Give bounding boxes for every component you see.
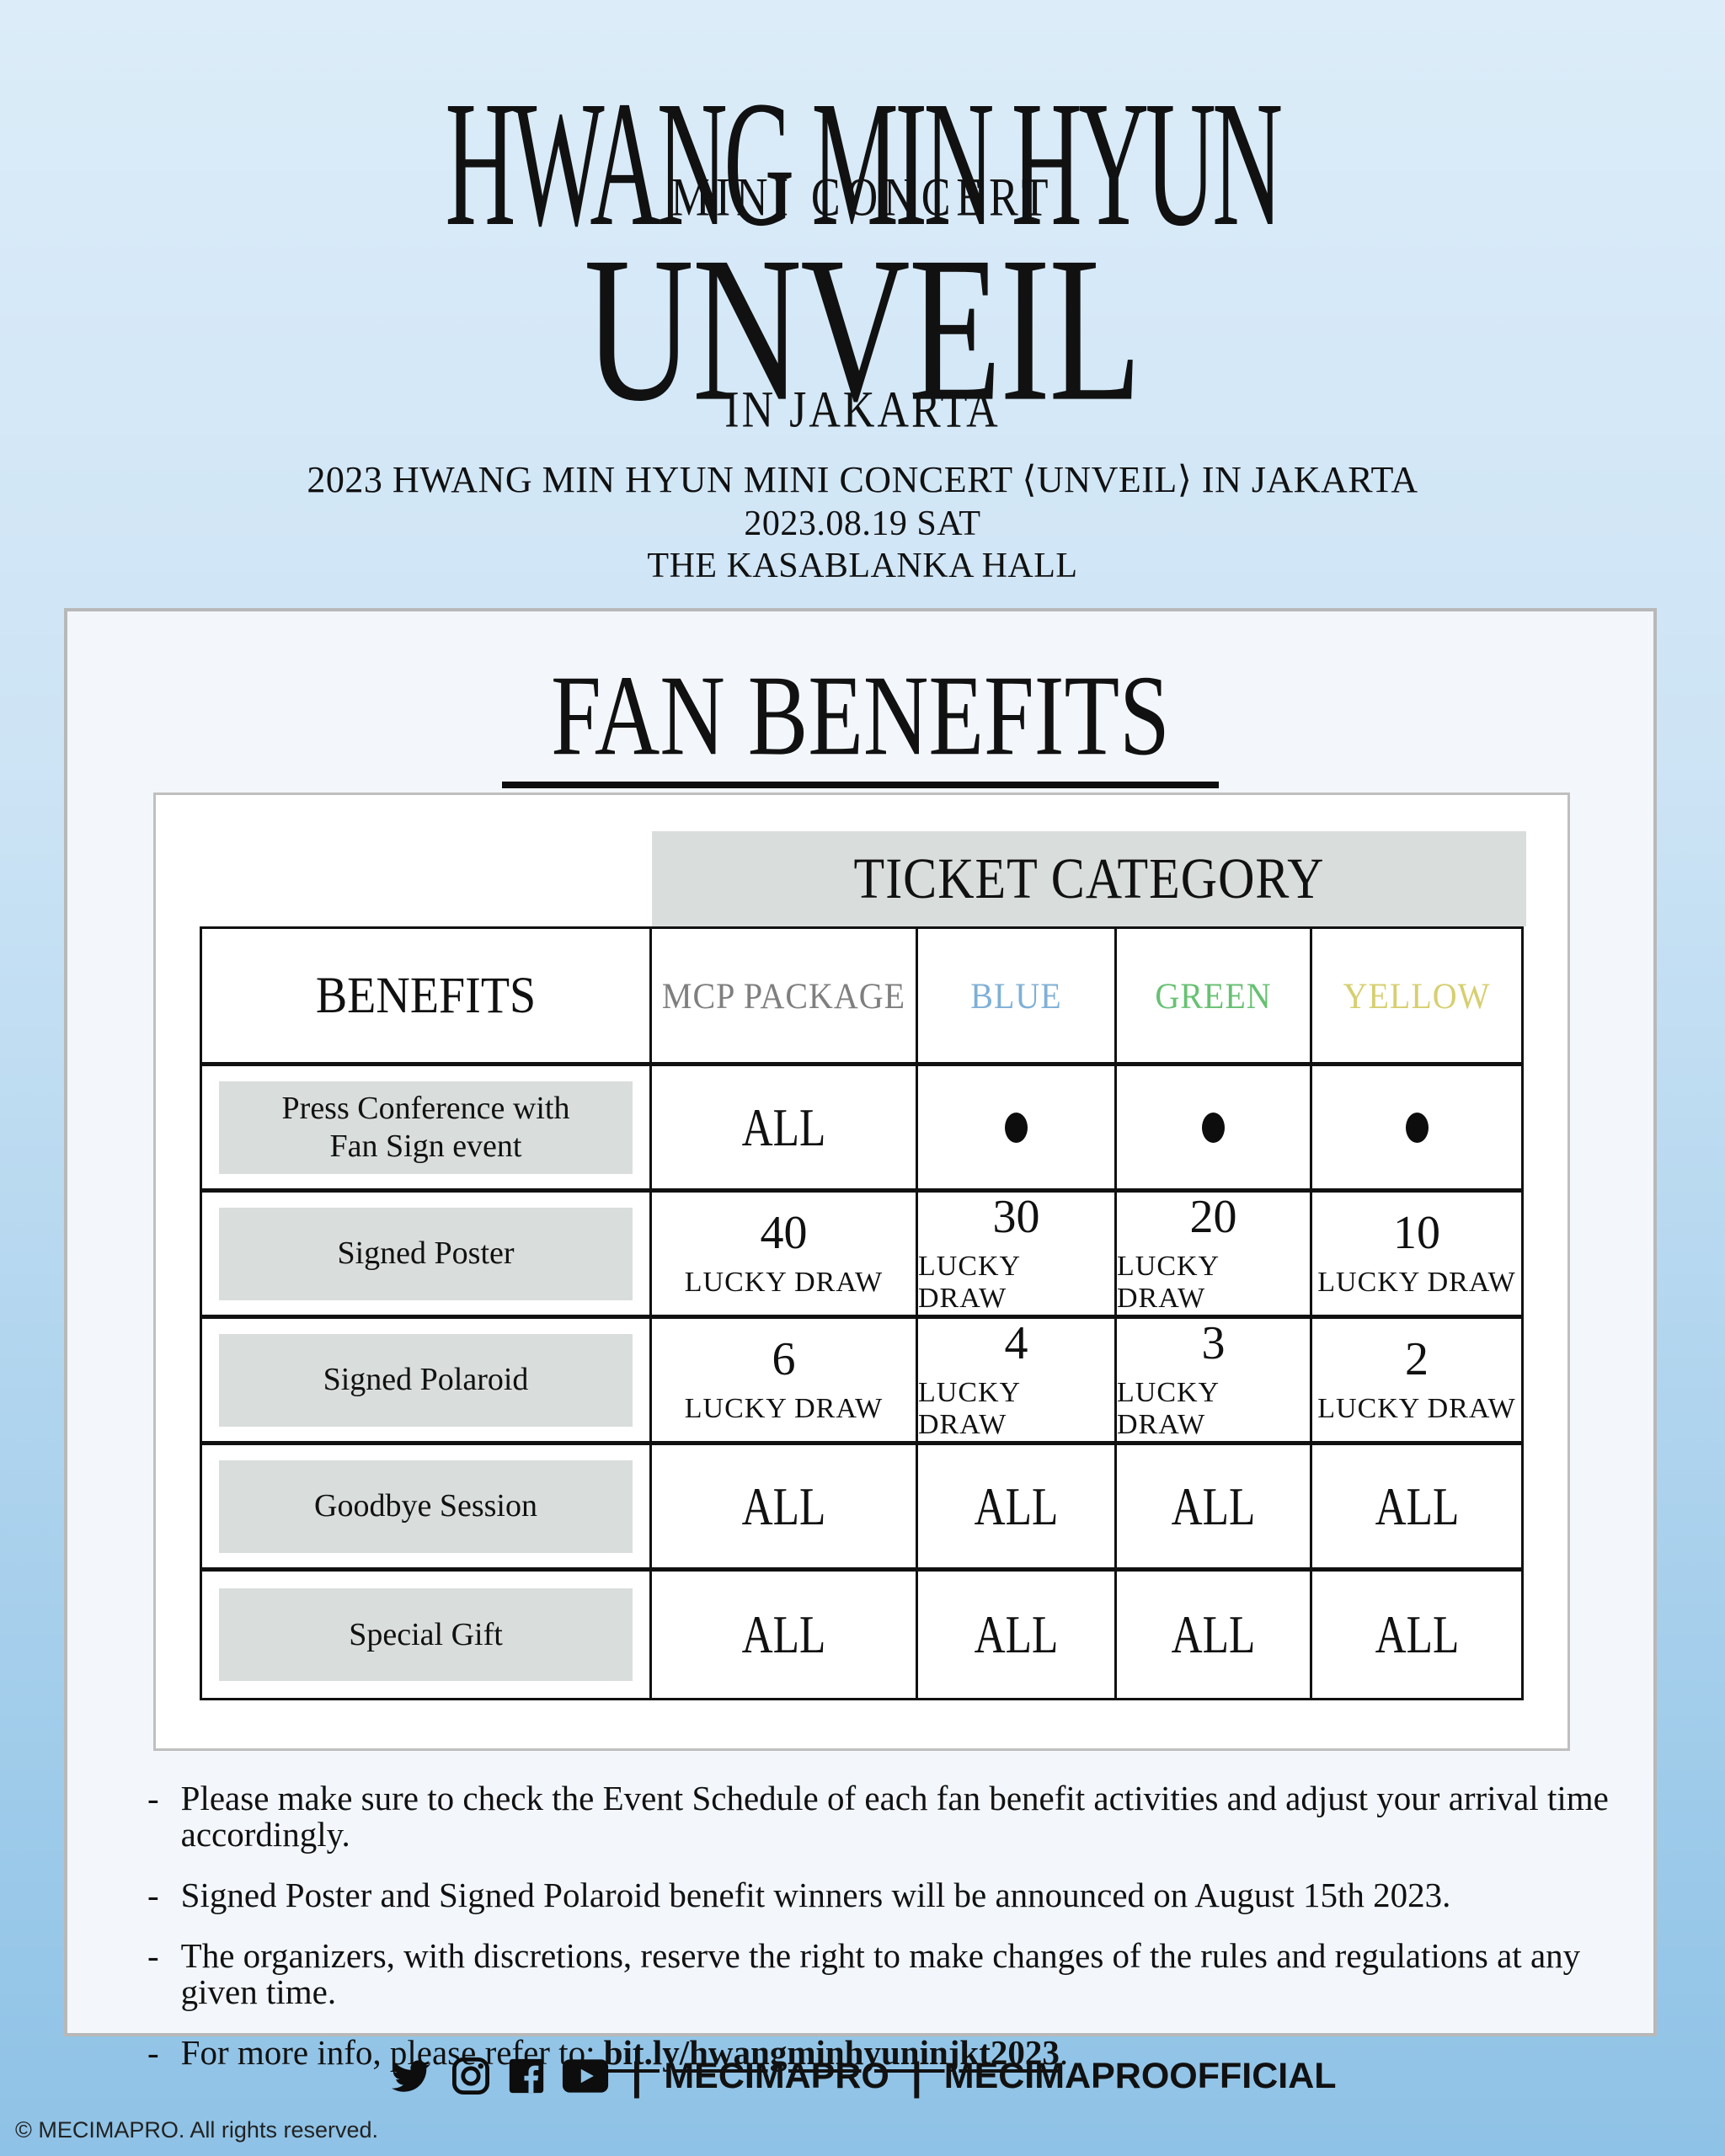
table-cell — [1117, 1066, 1312, 1193]
column-header-green: GREEN — [1117, 929, 1312, 1066]
benefits-column-header: BENEFITS — [202, 929, 652, 1066]
copyright-text: © MECIMAPRO. All rights reserved. — [15, 2117, 378, 2143]
separator: | — [911, 2054, 922, 2098]
table-cell: 20 LUCKY DRAW — [1117, 1193, 1312, 1319]
table-cell: ALL — [918, 1445, 1117, 1572]
benefit-label: Press Conference with Fan Sign event — [219, 1081, 633, 1174]
table-cell: 3 LUCKY DRAW — [1117, 1319, 1312, 1445]
note-text: Please make sure to check the Event Sche… — [180, 1779, 1609, 1854]
table-cell: ALL — [652, 1572, 918, 1698]
benefit-label: Signed Poster — [219, 1207, 633, 1300]
table-cell: 30 LUCKY DRAW — [918, 1193, 1117, 1319]
ticket-category-header: TICKET CATEGORY — [652, 831, 1526, 926]
note-bullet: - — [147, 2033, 159, 2073]
table-row-label: Goodbye Session — [202, 1445, 652, 1572]
notes-list: - Please make sure to check the Event Sc… — [147, 1780, 1630, 2095]
table-cell: ALL — [652, 1445, 918, 1572]
table-cell: ALL — [652, 1066, 918, 1193]
tour-location: IN JAKARTA — [724, 382, 1001, 439]
table-cell: ALL — [1117, 1445, 1312, 1572]
table-cell — [1312, 1066, 1521, 1193]
instagram-icon[interactable] — [451, 2056, 491, 2096]
note-text: The organizers, with discretions, reserv… — [180, 1936, 1581, 2012]
handle-secondary: MECIMAPROOFFICIAL — [943, 2055, 1337, 2096]
note-item: - For more info, please refer to: bit.ly… — [147, 2035, 1630, 2071]
facebook-icon[interactable] — [508, 2057, 545, 2095]
note-bullet: - — [147, 1936, 159, 1976]
table-row-label: Special Gift — [202, 1572, 652, 1698]
table-cell: ALL — [1375, 1604, 1459, 1665]
table-cell: 2 LUCKY DRAW — [1312, 1319, 1521, 1445]
column-header-yellow: YELLOW — [1312, 929, 1521, 1066]
included-dot — [1405, 1112, 1429, 1143]
event-subtitle: 2023 HWANG MIN HYUN MINI CONCERT ⟨UNVEIL… — [307, 459, 1418, 500]
table-cell: ALL — [918, 1572, 1117, 1698]
note-text: Signed Poster and Signed Polaroid benefi… — [180, 1876, 1451, 1915]
benefit-label: Signed Polaroid — [219, 1333, 633, 1427]
note-bullet: - — [147, 1779, 159, 1817]
column-header-blue: BLUE — [918, 929, 1117, 1066]
included-dot — [1202, 1112, 1225, 1143]
handle-primary: MECIMAPRO — [664, 2055, 889, 2096]
included-dot — [1005, 1112, 1028, 1143]
table-cell: 6 LUCKY DRAW — [652, 1319, 918, 1445]
note-item: - The organizers, with discretions, rese… — [147, 1938, 1630, 2010]
table-row-label: Signed Poster — [202, 1193, 652, 1319]
table-cell — [918, 1066, 1117, 1193]
youtube-icon[interactable] — [562, 2058, 609, 2094]
social-bar: | MECIMAPRO | MECIMAPROOFFICIAL — [0, 2053, 1725, 2099]
fan-benefits-card: FAN BENEFITS TICKET CATEGORY BENEFITS MC… — [64, 608, 1657, 2071]
more-info-link[interactable]: bit.ly/hwangminhyuninjkt2023 — [603, 2033, 1060, 2073]
benefits-panel: TICKET CATEGORY BENEFITS MCP PACKAGE BLU… — [153, 792, 1570, 1751]
event-date: 2023.08.19 SAT — [744, 504, 981, 543]
note-item: - Signed Poster and Signed Polaroid bene… — [147, 1877, 1630, 1913]
artist-logo: HWANG MIN HYUN — [0, 59, 1725, 264]
table-cell: 40 LUCKY DRAW — [652, 1193, 918, 1319]
benefits-table: BENEFITS MCP PACKAGE BLUE GREEN YELLOW P… — [200, 926, 1524, 1700]
table-cell: 10 LUCKY DRAW — [1312, 1193, 1521, 1319]
table-cell: 4 LUCKY DRAW — [918, 1319, 1117, 1445]
section-title: FAN BENEFITS — [502, 650, 1219, 788]
note-item: - Please make sure to check the Event Sc… — [147, 1780, 1630, 1853]
event-type: MINI CONCERT — [670, 168, 1055, 228]
twitter-icon[interactable] — [388, 2057, 434, 2095]
table-cell: ALL — [1117, 1572, 1312, 1698]
table-cell: ALL — [1312, 1445, 1521, 1572]
separator: | — [631, 2054, 643, 2098]
tour-title: UNVEIL — [584, 215, 1142, 446]
table-row-label: Signed Polaroid — [202, 1319, 652, 1445]
column-header-mcp-package: MCP PACKAGE — [652, 929, 918, 1066]
note-text: For more info, please refer to: bit.ly/h… — [180, 2033, 1069, 2073]
table-row-label: Press Conference with Fan Sign event — [202, 1066, 652, 1193]
note-bullet: - — [147, 1876, 159, 1915]
benefit-label: Goodbye Session — [219, 1460, 633, 1553]
event-venue: THE KASABLANKA HALL — [647, 547, 1078, 585]
artist-name: HWANG MIN HYUN — [445, 62, 1284, 264]
benefit-label: Special Gift — [219, 1588, 633, 1681]
